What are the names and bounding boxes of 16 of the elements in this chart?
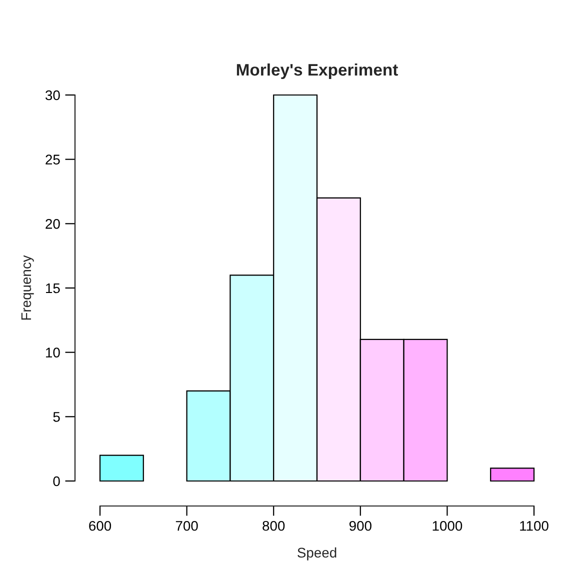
x-tick-label: 700 <box>176 520 198 531</box>
y-tick-label: 15 <box>46 283 60 294</box>
x-tick-label: 1000 <box>432 520 462 531</box>
y-tick-label: 0 <box>53 476 60 486</box>
y-tick-label: 25 <box>46 154 60 165</box>
x-tick-label: 600 <box>89 520 112 531</box>
x-tick-label: 900 <box>349 520 372 531</box>
y-tick-label: 5 <box>53 412 60 422</box>
y-tick-label: 20 <box>46 219 60 229</box>
chart-title: Morley's Experiment <box>236 63 398 80</box>
x-tick-label: 1100 <box>520 520 548 531</box>
x-axis-title: Speed <box>298 547 336 560</box>
x-tick-label: 800 <box>262 520 285 531</box>
y-axis-title: Frequency <box>21 255 34 320</box>
y-tick-label: 30 <box>46 90 60 100</box>
y-tick-label: 10 <box>46 348 60 358</box>
